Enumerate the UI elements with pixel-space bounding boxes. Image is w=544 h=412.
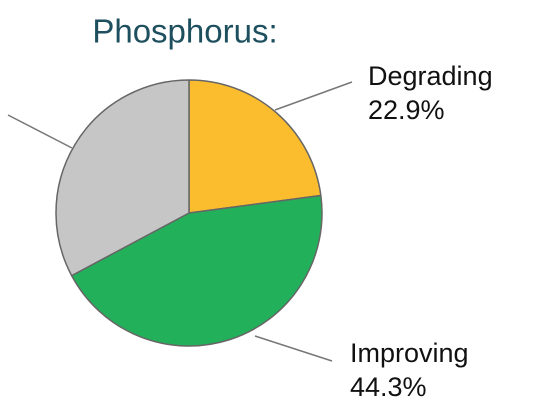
leader-line [254, 335, 333, 362]
leader-line [274, 81, 353, 111]
pie-slice [188, 79, 322, 214]
leader-line [7, 114, 73, 149]
slice-value-label: 22.9% [368, 95, 445, 125]
chart-title: Phosphorus: [92, 13, 277, 50]
pie-slice [55, 79, 190, 277]
slice-value-label: 44.3% [350, 372, 427, 402]
pie-slice [70, 194, 323, 347]
slice-label: Improving [350, 338, 469, 368]
slice-label: Degrading [368, 61, 493, 91]
